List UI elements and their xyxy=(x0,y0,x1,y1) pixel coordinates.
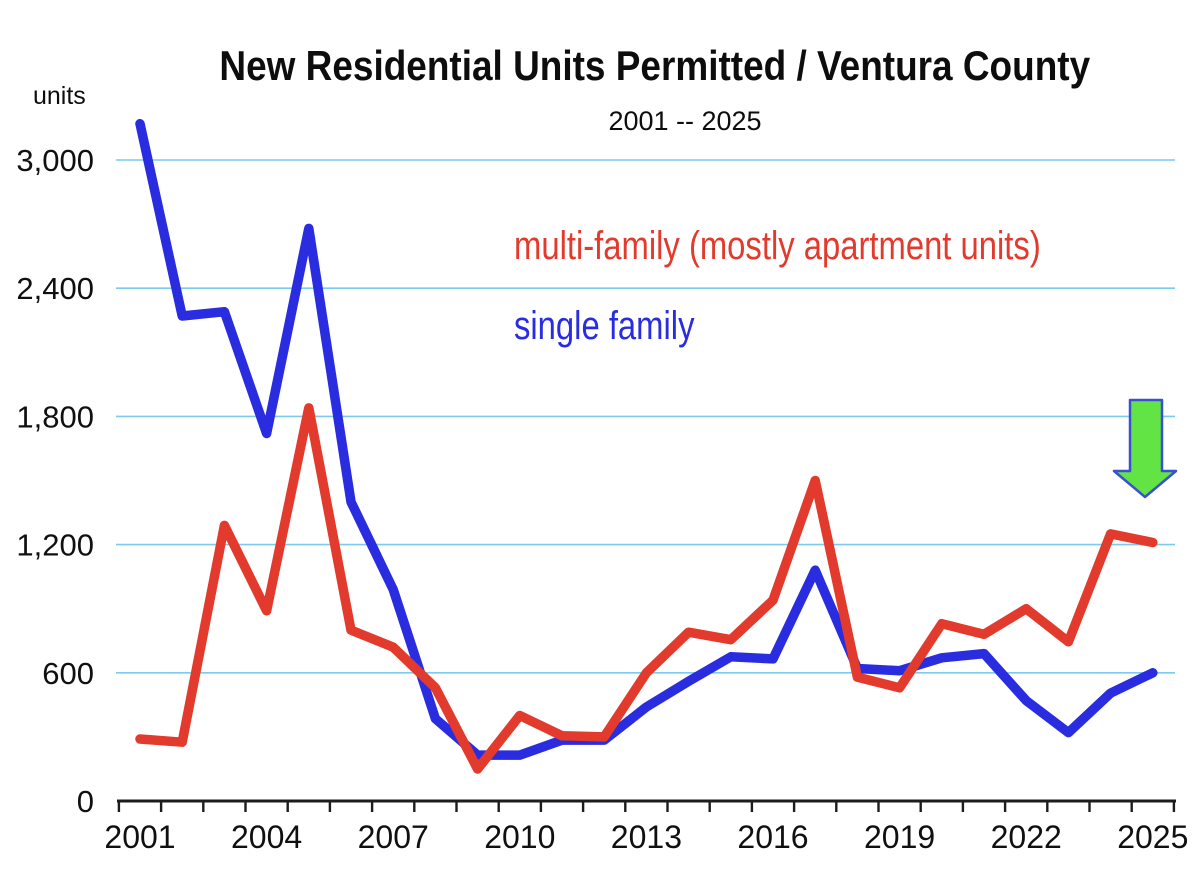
chart-title: New Residential Units Permitted / Ventur… xyxy=(160,42,1150,90)
series-line-single-family xyxy=(135,118,1158,760)
series-line-multi-family xyxy=(135,403,1158,774)
y-tick-label: 1,200 xyxy=(16,528,94,563)
y-tick-label: 1,800 xyxy=(16,399,94,434)
x-tick-label: 2022 xyxy=(991,819,1062,855)
x-tick-label: 2025 xyxy=(1117,819,1188,855)
x-axis-ticks xyxy=(117,801,1176,812)
y-tick-label: 2,400 xyxy=(16,271,94,306)
data-series-lines xyxy=(135,118,1158,774)
y-tick-label: 3,000 xyxy=(16,143,94,178)
x-tick-label: 2013 xyxy=(611,819,682,855)
y-axis-unit-label: units xyxy=(33,82,86,110)
legend-single-family-label: single family xyxy=(514,304,695,348)
legend-single-family: single family xyxy=(514,304,734,349)
legend-multi-family: multi-family (mostly apartment units) xyxy=(514,224,1156,269)
down-arrow-icon xyxy=(1112,398,1178,499)
x-tick-label: 2019 xyxy=(864,819,935,855)
x-axis-tick-labels: 2001 2004 2007 2010 2013 2016 2019 2022 2025 xyxy=(104,819,1188,855)
y-axis-tick-labels: 0 600 1,200 1,800 2,400 3,000 xyxy=(16,143,94,819)
x-tick-label: 2016 xyxy=(737,819,808,855)
x-tick-label: 2001 xyxy=(104,819,175,855)
chart-subtitle: 2001 -- 2025 xyxy=(160,106,1200,137)
x-tick-label: 2004 xyxy=(231,819,302,855)
chart-title-text: New Residential Units Permitted / Ventur… xyxy=(219,42,1091,89)
x-tick-label: 2010 xyxy=(484,819,555,855)
y-tick-label: 0 xyxy=(77,784,94,819)
x-tick-label: 2007 xyxy=(358,819,429,855)
y-tick-label: 600 xyxy=(42,656,94,691)
legend-multi-family-label: multi-family (mostly apartment units) xyxy=(514,224,1041,268)
chart-subtitle-text: 2001 -- 2025 xyxy=(608,106,762,136)
